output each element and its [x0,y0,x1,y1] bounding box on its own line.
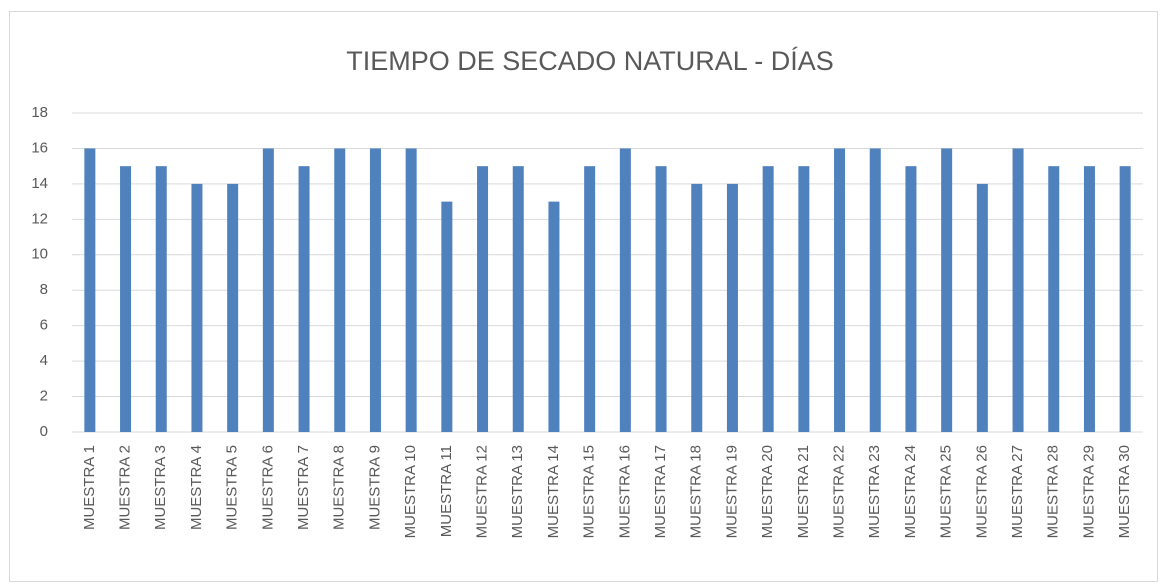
x-tick-label: MUESTRA 10 [402,445,419,538]
bar [798,166,810,432]
bar [584,166,596,432]
x-tick-label: MUESTRA 30 [1116,445,1133,538]
bar [155,166,167,432]
x-tick-label: MUESTRA 20 [759,445,776,538]
bar [441,201,453,432]
bar [691,183,703,432]
bar [619,148,631,432]
bar [1012,148,1024,432]
bar [905,166,917,432]
bar [976,183,988,432]
x-tick-label: MUESTRA 19 [723,445,740,538]
x-tick-label: MUESTRA 5 [224,445,241,530]
x-tick-label: MUESTRA 2 [117,445,134,530]
bar [120,166,132,432]
x-tick-label: MUESTRA 13 [509,445,526,538]
x-tick-label: MUESTRA 3 [152,445,169,530]
bar [191,183,203,432]
bar [512,166,524,432]
bar [405,148,417,432]
x-tick-label: MUESTRA 11 [438,445,455,537]
x-tick-label: MUESTRA 17 [652,445,669,538]
x-tick-label: MUESTRA 21 [795,445,812,538]
x-tick-label: MUESTRA 16 [616,445,633,538]
bar [298,166,310,432]
bar [1119,166,1131,432]
y-tick-label: 2 [40,388,48,405]
y-tick-label: 4 [40,352,48,369]
x-tick-label: MUESTRA 23 [866,445,883,538]
bar [1083,166,1095,432]
y-tick-label: 0 [40,423,48,440]
x-tick-label: MUESTRA 12 [474,445,491,538]
bar [1048,166,1060,432]
x-tick-label: MUESTRA 4 [188,445,205,530]
x-tick-label: MUESTRA 8 [331,445,348,530]
bar [262,148,274,432]
y-tick-label: 8 [40,281,48,298]
x-tick-label: MUESTRA 27 [1009,445,1026,538]
x-tick-label: MUESTRA 18 [688,445,705,538]
bar [941,148,953,432]
bar [834,148,846,432]
y-tick-label: 10 [31,246,48,263]
bar [655,166,667,432]
x-tick-label: MUESTRA 22 [831,445,848,538]
bar [334,148,346,432]
bar [369,148,381,432]
bar [869,148,881,432]
y-tick-label: 18 [31,104,48,121]
x-tick-label: MUESTRA 15 [581,445,598,538]
x-tick-label: MUESTRA 1 [81,445,98,530]
y-tick-label: 6 [40,317,48,334]
bar [84,148,96,432]
bar [227,183,239,432]
x-tick-label: MUESTRA 9 [366,445,383,530]
x-tick-label: MUESTRA 6 [259,445,276,530]
y-tick-label: 14 [31,175,48,192]
x-tick-label: MUESTRA 7 [295,445,312,530]
x-tick-label: MUESTRA 25 [938,445,955,538]
x-tick-label: MUESTRA 24 [902,445,919,538]
x-tick-label: MUESTRA 26 [973,445,990,538]
y-tick-label: 16 [31,139,48,156]
chart-title: TIEMPO DE SECADO NATURAL - DÍAS [346,46,834,76]
bar [726,183,738,432]
y-tick-label: 12 [31,210,48,227]
bar [762,166,774,432]
bar [477,166,489,432]
x-tick-label: MUESTRA 14 [545,445,562,538]
x-tick-label: MUESTRA 28 [1045,445,1062,538]
bar [548,201,560,432]
x-tick-label: MUESTRA 29 [1080,445,1097,538]
